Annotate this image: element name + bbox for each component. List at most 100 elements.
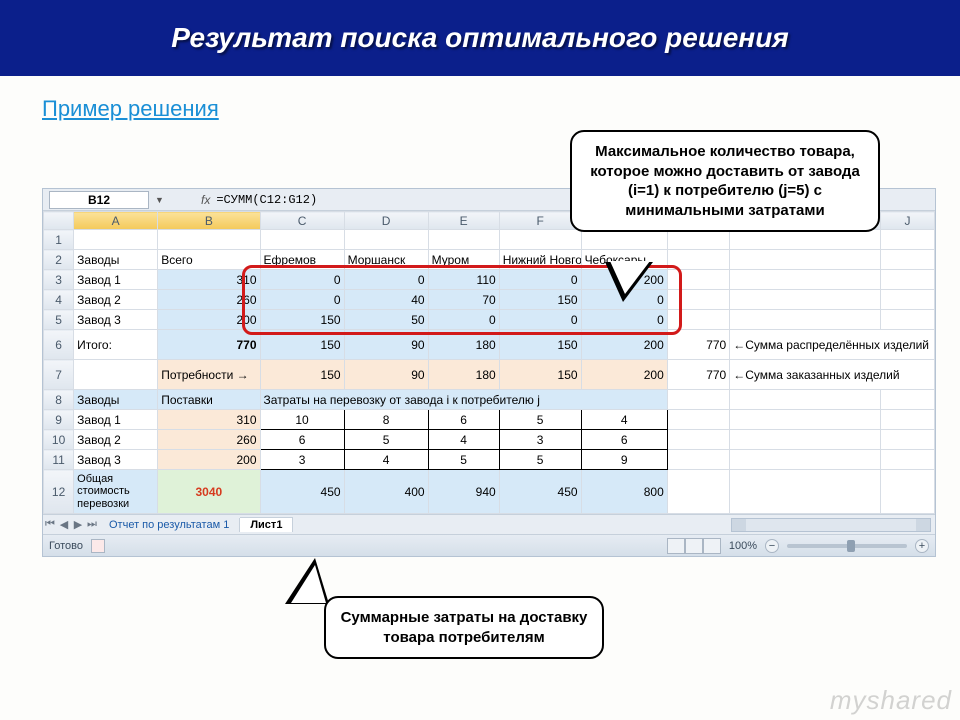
cell[interactable]: 90 — [344, 360, 428, 390]
row-header[interactable]: 10 — [44, 430, 74, 450]
zoom-in-icon[interactable]: + — [915, 539, 929, 553]
cell[interactable]: 150 — [499, 290, 581, 310]
cell-total-cost[interactable]: 3040 — [158, 470, 260, 514]
row-header[interactable]: 8 — [44, 390, 74, 410]
cell[interactable]: Завод 2 — [74, 430, 158, 450]
cell[interactable]: 450 — [499, 470, 581, 514]
cell[interactable]: 70 — [428, 290, 499, 310]
tab-nav-prev-icon[interactable]: ◀ — [57, 518, 71, 531]
cell[interactable]: 770 — [158, 330, 260, 360]
cell[interactable]: Затраты на перевозку от завода i к потре… — [260, 390, 667, 410]
tab-nav-last-icon[interactable]: ⏭ — [85, 518, 99, 531]
cell[interactable]: Нижний Новгород — [499, 250, 581, 270]
example-link[interactable]: Пример решения — [42, 96, 219, 122]
corner-cell[interactable] — [44, 212, 74, 230]
cell[interactable]: 5 — [499, 410, 581, 430]
cell[interactable]: Завод 3 — [74, 450, 158, 470]
row-header[interactable]: 7 — [44, 360, 74, 390]
tab-nav-first-icon[interactable]: ⏮ — [43, 518, 57, 531]
cell[interactable]: 4 — [428, 430, 499, 450]
cell[interactable]: 6 — [581, 430, 667, 450]
col-header-C[interactable]: C — [260, 212, 344, 230]
cell[interactable]: Итого: — [74, 330, 158, 360]
cell[interactable]: 9 — [581, 450, 667, 470]
cell[interactable]: 0 — [499, 310, 581, 330]
row-header[interactable]: 1 — [44, 230, 74, 250]
row-header[interactable]: 5 — [44, 310, 74, 330]
cell[interactable]: 310 — [158, 270, 260, 290]
cell[interactable]: 770 — [667, 330, 729, 360]
tab-sheet1[interactable]: Лист1 — [240, 517, 293, 532]
row-header[interactable]: 9 — [44, 410, 74, 430]
cell[interactable]: Всего — [158, 250, 260, 270]
name-box[interactable]: B12 — [49, 191, 149, 209]
cell[interactable]: 200 — [158, 310, 260, 330]
cell[interactable]: 8 — [344, 410, 428, 430]
cell[interactable]: Завод 1 — [74, 410, 158, 430]
row-header[interactable]: 3 — [44, 270, 74, 290]
row-header[interactable]: 6 — [44, 330, 74, 360]
cell[interactable]: ←Сумма распределённых изделий — [730, 330, 935, 360]
col-header-J[interactable]: J — [881, 212, 935, 230]
cell[interactable]: 10 — [260, 410, 344, 430]
spreadsheet-grid[interactable]: A B C D E F G H I J 1 2 Заводы Всего Ефр… — [43, 211, 935, 514]
cell[interactable]: 4 — [344, 450, 428, 470]
row-header[interactable]: 4 — [44, 290, 74, 310]
horizontal-scrollbar[interactable] — [731, 518, 931, 532]
row-header[interactable]: 11 — [44, 450, 74, 470]
cell[interactable]: 5 — [344, 430, 428, 450]
tab-nav-next-icon[interactable]: ▶ — [71, 518, 85, 531]
row-header[interactable]: 12 — [44, 470, 74, 514]
col-header-A[interactable]: A — [74, 212, 158, 230]
formula-input[interactable]: =СУММ(C12:G12) — [216, 193, 317, 207]
col-header-D[interactable]: D — [344, 212, 428, 230]
cell[interactable]: 0 — [581, 310, 667, 330]
view-layout-icon[interactable] — [685, 538, 703, 554]
cell[interactable]: 150 — [499, 360, 581, 390]
cell[interactable]: 3 — [499, 430, 581, 450]
cell[interactable]: 940 — [428, 470, 499, 514]
cell[interactable]: 150 — [260, 330, 344, 360]
zoom-out-icon[interactable]: − — [765, 539, 779, 553]
cell[interactable]: 0 — [260, 290, 344, 310]
cell[interactable]: Заводы — [74, 390, 158, 410]
cell[interactable]: Завод 2 — [74, 290, 158, 310]
cell[interactable]: Заводы — [74, 250, 158, 270]
cell[interactable]: 0 — [428, 310, 499, 330]
cell[interactable]: Моршанск — [344, 250, 428, 270]
cell[interactable]: 110 — [428, 270, 499, 290]
cell[interactable]: 5 — [428, 450, 499, 470]
cell[interactable]: Общая стоимость перевозки — [74, 470, 158, 514]
row-header[interactable]: 2 — [44, 250, 74, 270]
cell[interactable]: Муром — [428, 250, 499, 270]
cell[interactable]: Поставки — [158, 390, 260, 410]
cell[interactable]: 150 — [499, 330, 581, 360]
cell[interactable]: 6 — [428, 410, 499, 430]
cell[interactable]: 200 — [581, 330, 667, 360]
cell[interactable]: 150 — [260, 310, 344, 330]
cell[interactable]: 400 — [344, 470, 428, 514]
cell[interactable]: Ефремов — [260, 250, 344, 270]
cell[interactable]: 200 — [581, 360, 667, 390]
cell[interactable]: 260 — [158, 430, 260, 450]
cell[interactable]: 0 — [344, 270, 428, 290]
macro-record-icon[interactable] — [91, 539, 105, 553]
cell[interactable]: 310 — [158, 410, 260, 430]
fx-icon[interactable]: fx — [201, 193, 210, 207]
view-normal-icon[interactable] — [667, 538, 685, 554]
cell[interactable]: 0 — [499, 270, 581, 290]
cell[interactable]: Завод 1 — [74, 270, 158, 290]
col-header-E[interactable]: E — [428, 212, 499, 230]
zoom-slider[interactable] — [787, 544, 907, 548]
cell[interactable]: 90 — [344, 330, 428, 360]
cell[interactable]: 3 — [260, 450, 344, 470]
cell[interactable]: 150 — [260, 360, 344, 390]
view-pagebreak-icon[interactable] — [703, 538, 721, 554]
cell[interactable]: 800 — [581, 470, 667, 514]
cell[interactable]: Потребности → — [158, 360, 260, 390]
cell[interactable]: 180 — [428, 330, 499, 360]
col-header-B[interactable]: B — [158, 212, 260, 230]
cell[interactable]: ←Сумма заказанных изделий — [730, 360, 935, 390]
cell[interactable]: 200 — [158, 450, 260, 470]
cell[interactable]: 450 — [260, 470, 344, 514]
